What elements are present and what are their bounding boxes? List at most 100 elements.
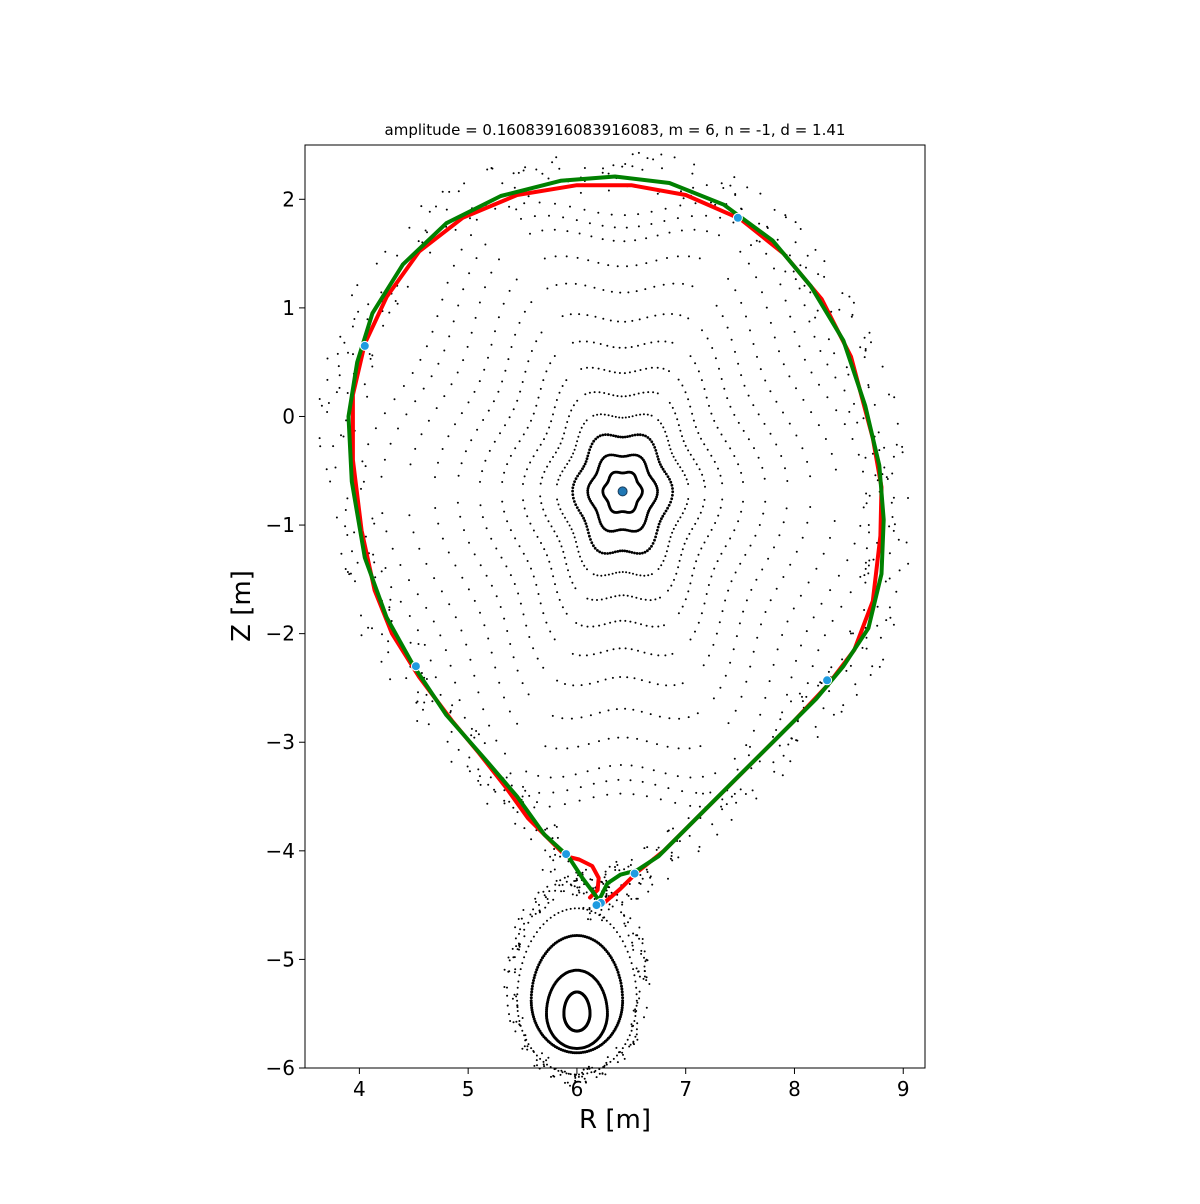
poincare-point — [569, 575, 571, 578]
poincare-point — [546, 287, 549, 290]
poincare-point — [652, 158, 655, 161]
poincare-point — [726, 397, 729, 400]
poincare-point — [646, 413, 649, 416]
poincare-point — [656, 491, 659, 494]
poincare-point — [538, 201, 541, 204]
poincare-point — [583, 167, 586, 169]
poincare-point — [602, 289, 605, 291]
poincare-point — [772, 735, 774, 738]
poincare-point — [826, 363, 829, 366]
poincare-point — [680, 229, 683, 232]
poincare-point — [532, 935, 535, 938]
poincare-point — [319, 445, 322, 448]
poincare-point — [521, 1047, 524, 1050]
poincare-point — [688, 255, 690, 258]
poincare-point — [562, 216, 565, 219]
poincare-point — [727, 589, 730, 592]
poincare-point — [788, 254, 791, 257]
poincare-point — [632, 932, 635, 935]
poincare-point — [339, 335, 342, 338]
poincare-point — [720, 433, 723, 436]
poincare-point — [670, 497, 674, 501]
poincare-point — [593, 1071, 596, 1073]
poincare-point — [621, 549, 624, 553]
poincare-point — [738, 622, 741, 625]
poincare-point — [535, 404, 538, 407]
poincare-point — [867, 564, 870, 567]
separatrix-green — [346, 174, 886, 902]
poincare-point — [544, 849, 547, 852]
poincare-point — [609, 508, 613, 511]
poincare-point — [570, 409, 573, 412]
poincare-point — [719, 686, 722, 689]
poincare-point — [789, 760, 792, 763]
poincare-point — [607, 908, 610, 911]
poincare-point — [576, 545, 579, 548]
poincare-point — [601, 433, 605, 437]
poincare-point — [522, 613, 525, 616]
poincare-point — [677, 856, 680, 859]
poincare-point — [864, 581, 867, 584]
poincare-point — [699, 745, 702, 748]
poincare-point — [576, 399, 579, 402]
poincare-point — [635, 1004, 638, 1007]
poincare-point — [569, 313, 572, 316]
poincare-point — [841, 658, 844, 661]
poincare-point — [710, 201, 712, 204]
poincare-point — [503, 471, 506, 474]
poincare-point — [618, 647, 621, 650]
poincare-point — [725, 803, 728, 806]
poincare-point — [809, 475, 812, 478]
poincare-point — [578, 232, 581, 235]
poincare-point — [518, 545, 521, 548]
poincare-point — [530, 1047, 533, 1050]
poincare-point — [618, 1051, 620, 1054]
poincare-point — [485, 574, 488, 577]
poincare-point — [346, 571, 349, 573]
poincare-point — [605, 919, 608, 922]
poincare-point — [621, 416, 624, 419]
poincare-point — [750, 588, 753, 591]
poincare-point — [501, 500, 504, 503]
poincare-point — [373, 522, 376, 525]
poincare-point — [749, 665, 752, 668]
poincare-point — [675, 572, 678, 575]
poincare-point — [693, 567, 696, 570]
poincare-point — [888, 577, 891, 580]
poincare-point — [463, 529, 465, 532]
poincare-point — [709, 791, 712, 794]
poincare-point — [620, 984, 623, 988]
poincare-point — [587, 1065, 590, 1068]
poincare-point — [666, 475, 670, 478]
poincare-point — [637, 970, 640, 973]
poincare-point — [800, 644, 802, 647]
poincare-point — [535, 168, 538, 171]
poincare-point — [604, 433, 607, 436]
poincare-point — [584, 1080, 587, 1083]
poincare-point — [688, 834, 691, 837]
poincare-point — [708, 654, 710, 657]
poincare-point — [541, 229, 544, 232]
poincare-point — [651, 883, 654, 886]
poincare-point — [344, 568, 347, 570]
poincare-point — [635, 967, 638, 970]
poincare-point — [590, 442, 594, 446]
poincare-point — [863, 336, 866, 339]
poincare-point — [500, 556, 503, 559]
poincare-point — [416, 629, 419, 632]
poincare-point — [638, 926, 641, 929]
magnetic-axis-marker — [617, 486, 628, 497]
poincare-point — [636, 1022, 639, 1025]
poincare-point — [895, 590, 898, 593]
poincare-point — [506, 1004, 509, 1007]
poincare-point — [586, 597, 589, 600]
poincare-point — [691, 528, 694, 530]
poincare-point — [823, 260, 826, 263]
poincare-point — [506, 994, 509, 997]
poincare-point — [577, 745, 580, 748]
poincare-point — [799, 264, 802, 267]
poincare-point — [602, 167, 604, 170]
poincare-point — [779, 718, 782, 721]
poincare-point — [657, 460, 661, 464]
poincare-point — [662, 559, 665, 562]
